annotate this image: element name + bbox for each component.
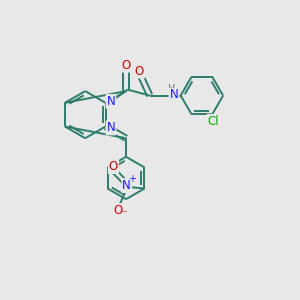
- Text: O: O: [113, 204, 122, 217]
- Text: N: N: [122, 179, 131, 192]
- Text: ⁻: ⁻: [122, 209, 128, 219]
- Text: N: N: [106, 122, 115, 134]
- Text: N: N: [106, 95, 115, 108]
- Text: N: N: [169, 88, 178, 101]
- Text: Cl: Cl: [207, 115, 219, 128]
- Text: H: H: [168, 84, 175, 94]
- Text: O: O: [122, 59, 130, 72]
- Text: O: O: [135, 64, 144, 78]
- Text: O: O: [109, 160, 118, 173]
- Text: +: +: [128, 174, 136, 184]
